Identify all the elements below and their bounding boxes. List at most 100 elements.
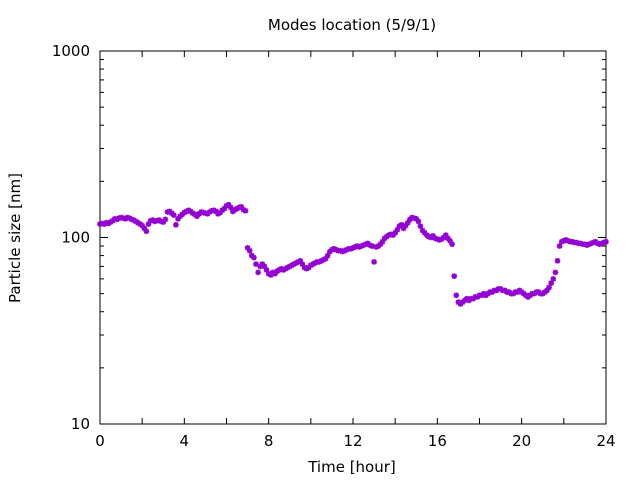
chart-title: Modes location (5/9/1)	[268, 16, 436, 34]
data-point	[145, 221, 152, 227]
data-point	[242, 208, 249, 214]
data-point	[417, 223, 424, 229]
data-point	[251, 254, 257, 261]
data-point	[426, 233, 432, 240]
data-point	[261, 263, 268, 270]
data-point	[442, 232, 449, 238]
data-point	[343, 246, 350, 253]
data-point	[348, 245, 354, 252]
data-point	[139, 222, 145, 229]
x-axis-tick-labels: 0 4 8 12 16 20 24	[95, 432, 615, 450]
data-point	[594, 240, 601, 247]
data-point	[339, 248, 346, 255]
data-point	[544, 287, 550, 294]
data-point	[143, 228, 150, 235]
data-point	[398, 221, 405, 228]
data-point	[590, 239, 597, 246]
data-point	[324, 252, 331, 259]
data-point	[586, 241, 592, 248]
y-tick-label: 1000	[52, 42, 90, 60]
data-point	[255, 269, 261, 276]
data-point	[367, 242, 373, 248]
data-point	[440, 234, 447, 241]
data-point	[352, 244, 358, 250]
data-point	[415, 218, 422, 225]
data-point	[558, 238, 565, 245]
data-point	[563, 237, 569, 243]
data-point	[259, 261, 266, 267]
x-axis-label: Time [hour]	[307, 458, 396, 476]
data-point	[141, 225, 148, 232]
data-point	[329, 246, 335, 253]
data-point	[421, 229, 428, 236]
data-point	[356, 244, 363, 250]
data-point	[246, 247, 253, 254]
data-point	[379, 238, 386, 245]
data-point	[447, 238, 453, 244]
data-point	[238, 204, 245, 210]
data-point	[337, 247, 344, 254]
plot-area-frame	[99, 50, 607, 425]
data-point	[162, 216, 169, 223]
data-point	[588, 240, 595, 247]
data-point	[377, 241, 384, 248]
data-point	[305, 264, 312, 271]
data-point	[405, 219, 411, 226]
x-tick-label: 0	[95, 432, 105, 450]
data-point	[552, 269, 559, 276]
data-point	[419, 227, 426, 234]
data-point	[371, 259, 377, 265]
data-point	[322, 255, 329, 262]
data-point	[225, 201, 232, 208]
data-point	[175, 215, 181, 222]
data-point	[453, 292, 460, 299]
data-point	[596, 241, 603, 248]
data-point	[554, 258, 561, 264]
data-point	[217, 209, 223, 216]
data-point	[227, 204, 234, 211]
x-tick-label: 24	[596, 432, 615, 450]
data-point	[392, 229, 398, 236]
data-point	[402, 222, 409, 229]
data-point	[297, 258, 304, 264]
data-point	[430, 233, 436, 239]
data-point	[550, 276, 557, 282]
y-tick-label: 10	[71, 415, 90, 433]
data-point	[413, 215, 420, 222]
y-tick-label: 100	[61, 229, 90, 247]
data-point	[194, 213, 200, 220]
data-point	[267, 272, 274, 278]
data-point	[449, 241, 455, 248]
data-point	[173, 221, 179, 228]
data-points	[97, 201, 609, 307]
y-axis-tick-labels: 10 100 1000	[52, 42, 90, 433]
x-tick-label: 16	[428, 432, 447, 450]
data-point	[451, 273, 457, 280]
data-point	[354, 243, 361, 249]
data-point	[394, 226, 401, 233]
data-point	[548, 280, 554, 286]
data-point	[244, 245, 251, 251]
data-point	[257, 263, 264, 270]
data-point	[272, 270, 278, 277]
x-tick-label: 12	[343, 432, 362, 450]
data-point	[601, 239, 607, 246]
data-point	[253, 261, 259, 267]
data-point	[299, 261, 306, 267]
data-point	[362, 241, 369, 248]
data-point	[556, 243, 563, 249]
data-point	[546, 284, 552, 291]
data-point	[331, 245, 337, 252]
data-point	[445, 235, 451, 242]
data-point	[360, 242, 367, 248]
data-point	[358, 243, 365, 249]
data-point	[160, 219, 167, 225]
data-point	[350, 245, 356, 251]
data-point	[598, 240, 605, 247]
data-point	[432, 235, 439, 242]
data-point	[582, 241, 588, 248]
data-point	[603, 238, 609, 245]
y-axis-label: Particle size [nm]	[6, 173, 24, 303]
data-point	[263, 267, 270, 273]
